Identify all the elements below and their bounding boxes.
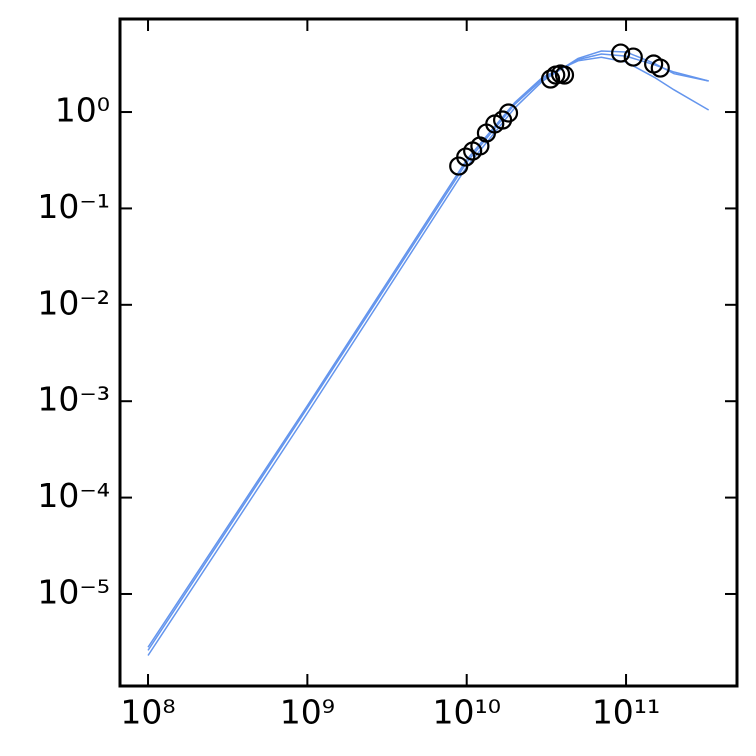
model-curve xyxy=(147,56,710,648)
x-tick-label: 10¹⁰ xyxy=(432,693,500,732)
data-point xyxy=(456,147,476,167)
y-tick-label: 10⁻¹ xyxy=(37,187,110,226)
data-point xyxy=(650,58,670,78)
x-tick-label: 10⁸ xyxy=(120,693,175,732)
model-curve xyxy=(147,50,709,656)
x-tick-label: 10¹¹ xyxy=(592,693,660,732)
y-tick-label: 10⁻⁵ xyxy=(37,572,110,611)
y-tick-label: 10⁻² xyxy=(37,283,110,322)
y-tick-label: 10⁰ xyxy=(55,91,110,130)
data-point xyxy=(554,65,575,85)
y-tick-label: 10⁻³ xyxy=(37,380,110,419)
data-point xyxy=(540,69,561,89)
data-point xyxy=(611,43,631,63)
data-point xyxy=(623,47,643,67)
data-point xyxy=(498,103,519,123)
plot-frame xyxy=(118,17,739,688)
x-tick-label: 10⁹ xyxy=(280,693,335,732)
model-curve xyxy=(147,53,709,651)
y-tick-label: 10⁻⁴ xyxy=(37,476,110,515)
